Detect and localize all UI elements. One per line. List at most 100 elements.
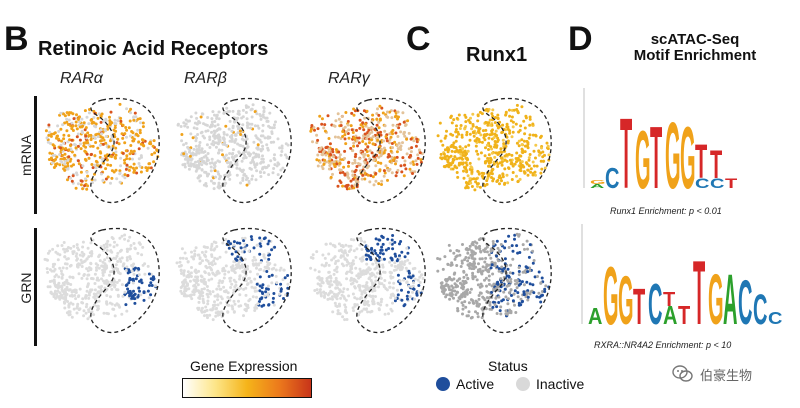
cell-point [507, 283, 511, 287]
cell-point [446, 263, 450, 266]
cell-point [150, 284, 154, 287]
cell-point [186, 158, 190, 162]
cell-point [394, 174, 398, 178]
cell-point [105, 242, 109, 246]
cell-point [279, 168, 283, 172]
cell-point [351, 131, 355, 134]
cell-point [503, 287, 507, 291]
cell-point [237, 304, 241, 308]
cell-point [360, 177, 364, 181]
cell-point [337, 242, 341, 246]
cell-point [73, 294, 77, 297]
cell-point [66, 178, 69, 182]
cell-point [267, 173, 271, 177]
cell-point [244, 279, 248, 283]
cell-point [397, 141, 401, 145]
cell-point [495, 312, 499, 315]
cell-point [493, 121, 497, 125]
cell-point [503, 167, 507, 171]
cell-point [113, 240, 116, 244]
cell-point [233, 140, 237, 144]
cell-point [255, 266, 258, 270]
cell-point [217, 181, 221, 185]
cell-point [194, 165, 198, 169]
cell-point [86, 283, 90, 287]
cell-point [254, 258, 258, 262]
cell-point [136, 251, 140, 255]
cell-point [366, 145, 370, 149]
cell-point [85, 277, 89, 281]
cell-point [253, 110, 257, 114]
cell-point [346, 172, 350, 176]
cell-point [456, 290, 460, 294]
cell-point [391, 247, 395, 251]
cell-point [241, 176, 245, 180]
cell-point [459, 124, 463, 127]
cell-point [540, 146, 543, 150]
cell-point [328, 159, 332, 163]
cell-point [347, 136, 351, 140]
cell-point [201, 134, 205, 138]
cell-point [82, 309, 86, 313]
cell-point [335, 294, 339, 298]
cell-point [382, 257, 386, 261]
cell-point [148, 284, 151, 287]
cell-point [451, 133, 455, 137]
cell-point [400, 250, 404, 254]
cell-point [213, 113, 216, 117]
cell-point [488, 118, 492, 122]
cell-point [353, 170, 357, 174]
cell-point [92, 121, 96, 125]
cell-point [363, 291, 367, 295]
cell-point [259, 297, 263, 301]
cell-point [259, 267, 263, 271]
cell-point [197, 300, 201, 304]
cell-point [455, 124, 458, 128]
cell-point [52, 132, 56, 136]
cell-point [218, 135, 222, 139]
cell-point [442, 292, 446, 295]
cell-point [355, 274, 359, 278]
cell-point [254, 178, 258, 182]
cell-point [84, 295, 87, 299]
cell-point [76, 159, 80, 163]
cell-point [75, 252, 79, 256]
cell-point [241, 170, 244, 174]
cell-point [251, 295, 255, 299]
cell-point [333, 164, 337, 168]
cell-point [443, 157, 447, 161]
logo-letter: C [753, 287, 767, 334]
cell-point [81, 164, 85, 168]
cell-point [490, 132, 494, 136]
cell-point [210, 242, 214, 246]
cell-point [474, 177, 478, 181]
cell-point [459, 162, 463, 166]
cell-point [211, 110, 215, 114]
cell-point [152, 139, 156, 143]
cell-point [464, 120, 468, 124]
cell-point [344, 305, 348, 309]
cell-point [487, 274, 491, 278]
cell-point [361, 173, 365, 177]
cell-point [205, 292, 209, 296]
cell-point [528, 123, 532, 127]
cell-point [268, 111, 272, 115]
cell-point [267, 275, 271, 278]
cell-point [492, 242, 495, 246]
logo-letter: G [590, 179, 606, 185]
cell-point [468, 179, 472, 183]
cell-point [265, 116, 269, 120]
cell-point [179, 256, 182, 260]
cell-point [468, 244, 472, 248]
cell-point [415, 292, 419, 295]
cell-point [480, 272, 484, 276]
cell-point [528, 117, 532, 121]
cell-point [502, 267, 506, 270]
cell-point [408, 167, 412, 171]
cell-point [374, 179, 378, 183]
cell-point [509, 311, 513, 315]
cell-point [194, 139, 198, 143]
cell-point [214, 175, 218, 179]
cell-point [332, 272, 336, 276]
sequence-logo-rxra-nr4a2: A G G T C ATT T G A C C C [581, 224, 782, 345]
